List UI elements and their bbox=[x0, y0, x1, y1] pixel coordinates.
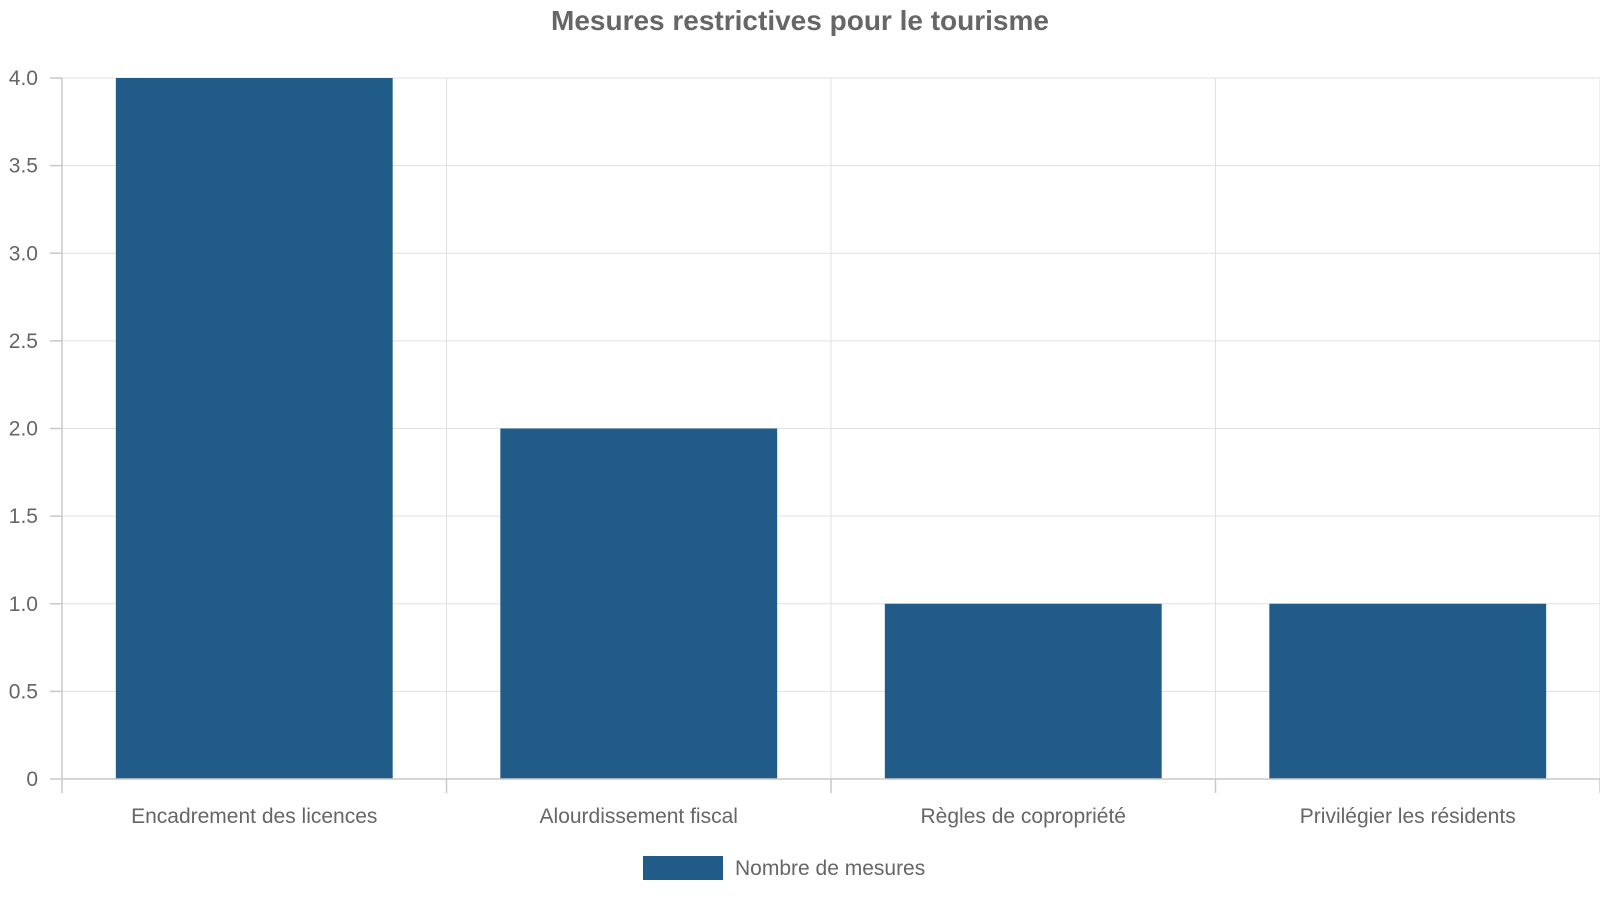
x-category-label: Privilégier les résidents bbox=[1300, 805, 1516, 828]
y-tick-label: 0 bbox=[26, 768, 38, 791]
y-tick-label: 4.0 bbox=[9, 67, 38, 90]
bar bbox=[1269, 603, 1547, 779]
x-category-label: Encadrement des licences bbox=[131, 805, 377, 828]
legend-swatch bbox=[643, 856, 723, 880]
bar bbox=[115, 78, 393, 779]
y-tick-label: 1.5 bbox=[9, 505, 38, 528]
x-axis-categories: Encadrement des licences Alourdissement f… bbox=[131, 805, 1516, 828]
bars bbox=[115, 78, 1547, 779]
y-tick-label: 2.0 bbox=[9, 418, 38, 441]
x-category-label: Alourdissement fiscal bbox=[540, 805, 738, 828]
x-category-label: Règles de copropriété bbox=[921, 805, 1126, 828]
chart-title: Mesures restrictives pour le tourisme bbox=[551, 5, 1049, 36]
y-tick-label: 1.0 bbox=[9, 593, 38, 616]
bar bbox=[500, 428, 778, 779]
y-axis-ticks: 0 0.5 1.0 1.5 2.0 2.5 3.0 3.5 4.0 bbox=[9, 67, 38, 791]
y-tick-label: 0.5 bbox=[9, 680, 38, 703]
axes bbox=[50, 77, 1600, 793]
legend-label: Nombre de mesures bbox=[735, 857, 925, 880]
y-tick-label: 3.0 bbox=[9, 242, 38, 265]
y-tick-label: 3.5 bbox=[9, 155, 38, 178]
legend: Nombre de mesures bbox=[643, 856, 925, 880]
bar bbox=[884, 603, 1162, 779]
y-tick-label: 2.5 bbox=[9, 330, 38, 353]
